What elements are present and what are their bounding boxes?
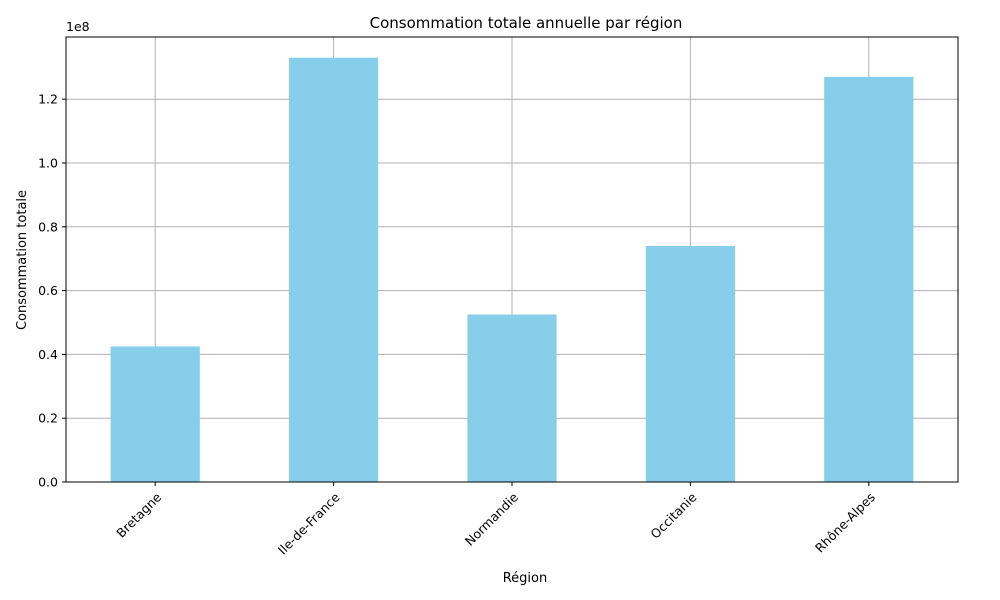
y-tick-label: 0.2 — [38, 411, 58, 426]
x-axis-label: Région — [503, 571, 548, 586]
y-axis-label: Consommation totale — [15, 190, 30, 330]
bar — [467, 314, 557, 482]
bar — [110, 346, 200, 482]
y-axis-ticks: 0.0 0.2 0.4 0.6 0.8 1.0 1.2 — [38, 92, 66, 490]
y-tick-label: 1.2 — [38, 92, 58, 107]
bars — [110, 57, 914, 483]
y-offset-text: 1e8 — [66, 19, 90, 34]
y-tick-label: 0.0 — [38, 475, 58, 490]
y-tick-label: 1.0 — [38, 156, 58, 171]
chart-title: Consommation totale annuelle par région — [370, 14, 683, 32]
y-tick-label: 0.6 — [38, 283, 58, 298]
y-tick-label: 0.8 — [38, 219, 58, 234]
bar — [824, 76, 914, 483]
bar — [645, 245, 735, 482]
bar — [289, 57, 379, 482]
y-tick-label: 0.4 — [38, 347, 58, 362]
